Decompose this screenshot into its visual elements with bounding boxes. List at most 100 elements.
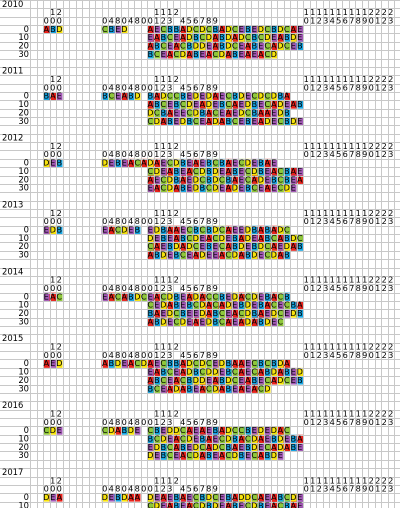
cell-value: 3 bbox=[323, 82, 328, 92]
cell-fill bbox=[283, 376, 290, 385]
cell-value: B bbox=[160, 233, 166, 243]
cell-fill bbox=[166, 451, 173, 460]
cell-value: C bbox=[141, 291, 147, 301]
cell-value: A bbox=[264, 107, 270, 117]
cell-value: 1 bbox=[154, 417, 159, 427]
cell-fill bbox=[283, 434, 290, 444]
cell-fill bbox=[186, 41, 193, 51]
cell-fill bbox=[225, 183, 232, 193]
cell-value: 1 bbox=[330, 74, 335, 84]
cell-value: A bbox=[154, 32, 160, 42]
cell-value: A bbox=[128, 358, 134, 368]
cell-value: B bbox=[225, 116, 231, 126]
cell-value: D bbox=[121, 24, 127, 34]
cell-value: E bbox=[200, 241, 205, 251]
cell-value: E bbox=[161, 425, 166, 435]
cell-fill bbox=[212, 183, 219, 193]
cell-fill bbox=[283, 100, 290, 109]
cell-value: 1 bbox=[323, 408, 328, 418]
cell-fill bbox=[192, 434, 199, 444]
cell-value: D bbox=[199, 41, 205, 51]
cell-value: D bbox=[245, 300, 251, 310]
cell-value: E bbox=[278, 300, 283, 310]
cell-value: C bbox=[264, 91, 270, 101]
cell-value: B bbox=[232, 500, 238, 508]
cell-value: B bbox=[219, 158, 225, 168]
cell-fill bbox=[231, 25, 238, 34]
cell-value: E bbox=[180, 166, 185, 176]
cell-value: D bbox=[193, 291, 199, 301]
row-label: 30 bbox=[18, 450, 29, 460]
cell-fill bbox=[160, 234, 167, 243]
cell-fill bbox=[192, 175, 199, 184]
cell-fill bbox=[153, 25, 160, 34]
cell-fill bbox=[186, 300, 193, 310]
cell-value: D bbox=[245, 99, 251, 109]
cell-fill bbox=[238, 50, 245, 59]
cell-value: 8 bbox=[206, 417, 211, 427]
cell-fill bbox=[153, 250, 160, 260]
cell-value: A bbox=[128, 158, 134, 168]
cell-value: C bbox=[284, 425, 290, 435]
cell-value: A bbox=[251, 316, 257, 326]
cell-value: 1 bbox=[310, 216, 315, 226]
cell-value: A bbox=[284, 442, 290, 452]
cell-value: D bbox=[238, 241, 244, 251]
cell-fill bbox=[218, 376, 225, 385]
cell-value: 6 bbox=[193, 216, 198, 226]
cell-value: E bbox=[206, 375, 211, 385]
cell-value: 2 bbox=[375, 208, 380, 218]
cell-fill bbox=[205, 359, 212, 368]
cell-fill bbox=[147, 100, 154, 109]
cell-fill bbox=[257, 117, 264, 126]
cell-value: C bbox=[219, 174, 225, 184]
cell-value: 1 bbox=[310, 342, 315, 352]
cell-fill bbox=[231, 158, 238, 168]
cell-fill bbox=[186, 91, 193, 101]
cell-value: A bbox=[206, 107, 212, 117]
cell-value: C bbox=[147, 500, 153, 508]
cell-value: 1 bbox=[154, 475, 159, 485]
cell-value: D bbox=[180, 316, 186, 326]
cell-fill bbox=[231, 167, 238, 176]
cell-value: D bbox=[232, 450, 238, 460]
cell-value: E bbox=[200, 49, 205, 59]
cell-value: 1 bbox=[362, 342, 367, 352]
cell-fill bbox=[244, 367, 251, 377]
cell-value: D bbox=[186, 99, 192, 109]
cell-fill bbox=[225, 309, 232, 318]
cell-value: C bbox=[284, 41, 290, 51]
cell-value: 0 bbox=[50, 82, 55, 92]
cell-fill bbox=[199, 309, 206, 318]
cell-value: 2 bbox=[317, 350, 322, 360]
cell-fill bbox=[251, 367, 258, 377]
row-label: 30 bbox=[18, 383, 29, 393]
cell-fill bbox=[277, 309, 284, 318]
cell-value: 1 bbox=[304, 7, 309, 17]
cell-fill bbox=[166, 426, 173, 435]
cell-fill bbox=[238, 175, 245, 184]
cell-fill bbox=[186, 309, 193, 318]
cell-value: B bbox=[206, 450, 212, 460]
cell-value: E bbox=[245, 367, 250, 377]
cell-fill bbox=[270, 33, 277, 42]
cell-value: B bbox=[245, 250, 251, 260]
cell-value: E bbox=[245, 358, 250, 368]
cell-fill bbox=[186, 50, 193, 59]
cell-value: A bbox=[154, 91, 160, 101]
cell-fill bbox=[218, 292, 225, 301]
cell-value: 6 bbox=[343, 350, 348, 360]
cell-fill bbox=[218, 225, 225, 235]
cell-fill bbox=[199, 359, 206, 368]
cell-fill bbox=[270, 91, 277, 101]
cell-fill bbox=[114, 359, 121, 368]
cell-value: E bbox=[252, 49, 257, 59]
cell-value: C bbox=[264, 442, 270, 452]
cell-fill bbox=[277, 117, 284, 126]
cell-value: 1 bbox=[161, 275, 166, 285]
cell-value: 1 bbox=[343, 275, 348, 285]
cell-value: B bbox=[173, 291, 179, 301]
cell-value: C bbox=[251, 450, 257, 460]
